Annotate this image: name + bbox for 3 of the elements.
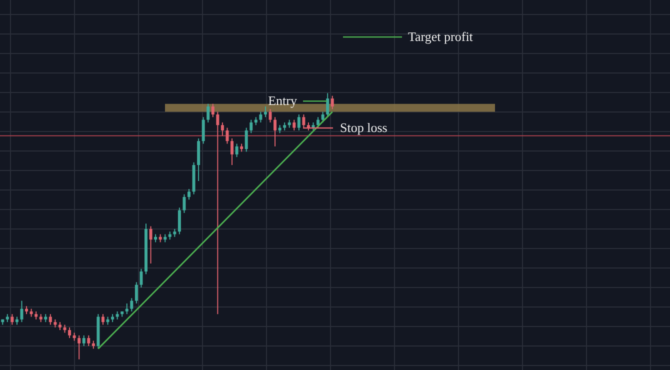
text: Target profit bbox=[408, 29, 474, 44]
annotation: Entry bbox=[268, 93, 298, 108]
text: Stop loss bbox=[340, 120, 388, 135]
